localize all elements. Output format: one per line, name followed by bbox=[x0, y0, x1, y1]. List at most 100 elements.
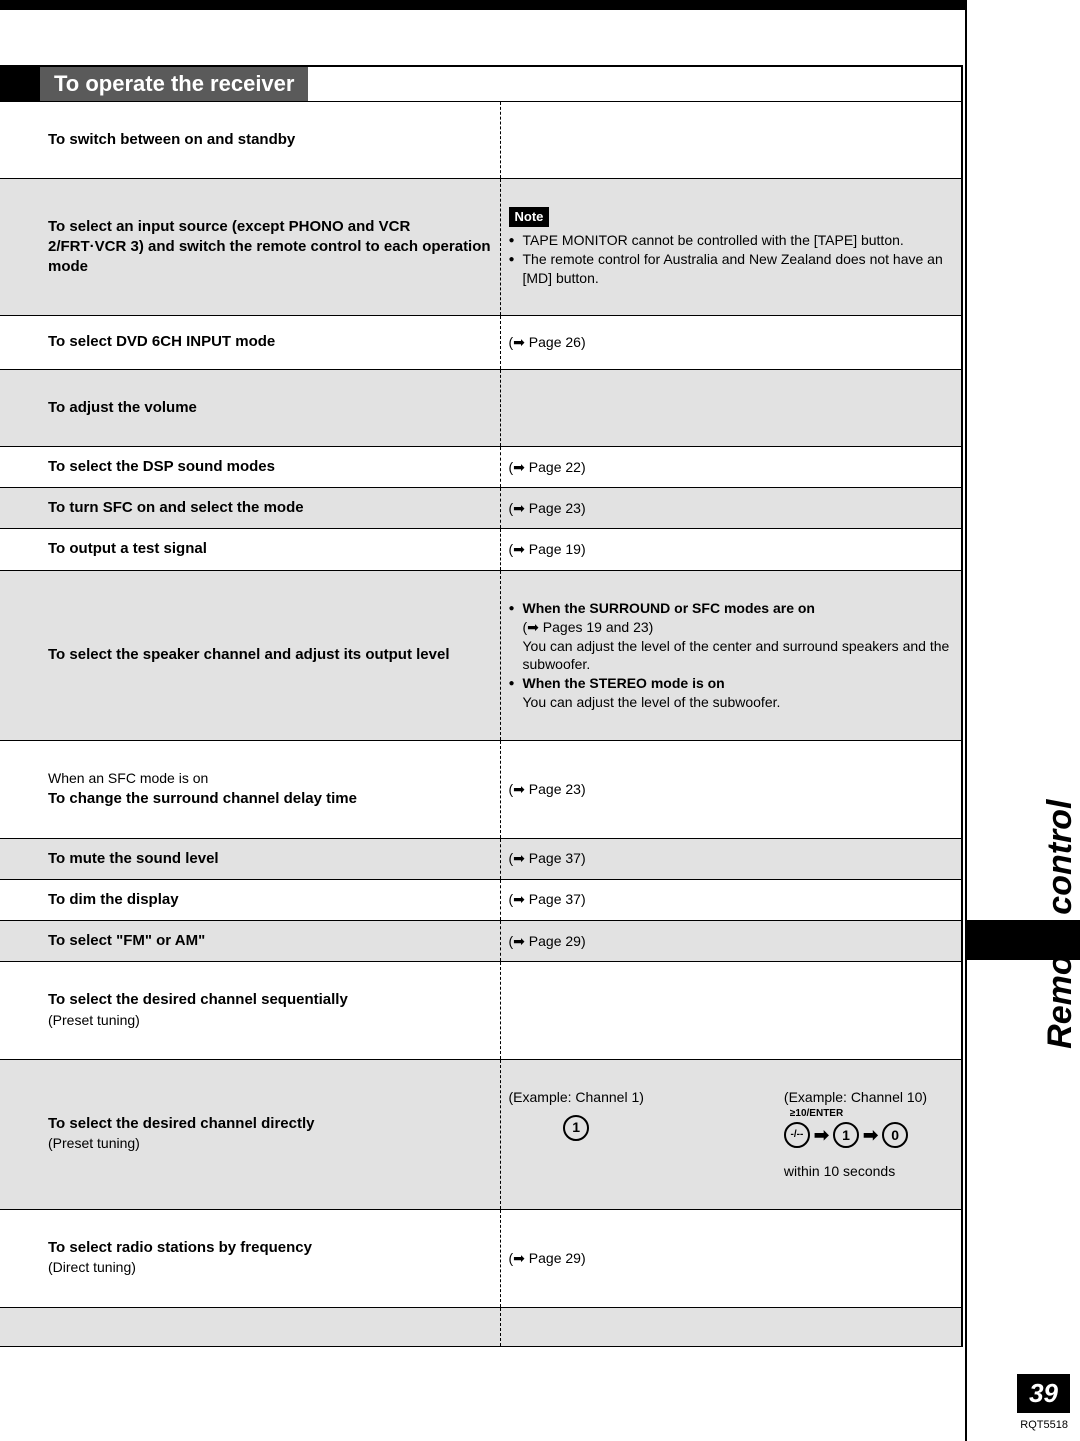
operation-cell: To select the speaker channel and adjust… bbox=[40, 570, 500, 740]
top-border bbox=[0, 0, 1080, 10]
description-cell bbox=[500, 369, 961, 446]
description-cell: (Example: Channel 1)1 (Example: Channel 1… bbox=[500, 1059, 961, 1209]
row-gutter bbox=[0, 488, 40, 529]
header-accent bbox=[0, 67, 40, 101]
operation-cell: To select the desired channel sequential… bbox=[40, 962, 500, 1060]
page: To operate the receiver To switch betwee… bbox=[0, 0, 1080, 1441]
table-row: When an SFC mode is onTo change the surr… bbox=[0, 741, 961, 839]
note-list: TAPE MONITOR cannot be controlled with t… bbox=[509, 231, 954, 288]
table-row: To dim the display (➡ Page 37) bbox=[0, 879, 961, 920]
row-gutter bbox=[0, 529, 40, 570]
row-gutter bbox=[0, 741, 40, 839]
description-cell: (➡ Page 37) bbox=[500, 879, 961, 920]
remote-key-icon: 0 bbox=[882, 1122, 908, 1148]
row-gutter bbox=[0, 179, 40, 316]
row-gutter bbox=[0, 1059, 40, 1209]
remote-key-icon: 1 bbox=[563, 1115, 589, 1141]
table-row: To select "FM" or AM" (➡ Page 29) bbox=[0, 921, 961, 962]
description-cell: (➡ Page 23) bbox=[500, 741, 961, 839]
note-item: The remote control for Australia and New… bbox=[509, 250, 954, 288]
description-cell: (➡ Page 37) bbox=[500, 838, 961, 879]
operation-cell: To select the desired channel directly(P… bbox=[40, 1059, 500, 1209]
table-row: To select an input source (except PHONO … bbox=[0, 179, 961, 316]
remote-key-icon: -/-- bbox=[784, 1122, 810, 1148]
table-row: To select the DSP sound modes (➡ Page 22) bbox=[0, 446, 961, 487]
description-cell: (➡ Page 26) bbox=[500, 316, 961, 369]
page-number: 39 bbox=[1017, 1374, 1070, 1413]
info-item: When the STEREO mode is onYou can adjust… bbox=[509, 674, 954, 712]
page-ref: (➡ Page 37) bbox=[509, 850, 586, 866]
description-cell: (➡ Page 23) bbox=[500, 488, 961, 529]
row-gutter bbox=[0, 921, 40, 962]
table-row: To select radio stations by frequency(Di… bbox=[0, 1210, 961, 1308]
row-gutter bbox=[0, 1307, 40, 1347]
info-list: When the SURROUND or SFC modes are on(➡ … bbox=[509, 599, 954, 712]
table-row: To adjust the volume bbox=[0, 369, 961, 446]
table-row: To select the desired channel sequential… bbox=[0, 962, 961, 1060]
table-row: To switch between on and standby bbox=[0, 102, 961, 179]
operation-cell: To dim the display bbox=[40, 879, 500, 920]
description-cell: (➡ Page 19) bbox=[500, 529, 961, 570]
arrow-icon: ➡ bbox=[814, 1125, 829, 1145]
arrow-icon: ➡ bbox=[863, 1125, 878, 1145]
header-bar: To operate the receiver bbox=[0, 67, 961, 101]
table-row: To mute the sound level (➡ Page 37) bbox=[0, 838, 961, 879]
description-cell: (➡ Page 29) bbox=[500, 1210, 961, 1308]
operation-cell: To select "FM" or AM" bbox=[40, 921, 500, 962]
row-gutter bbox=[0, 838, 40, 879]
row-gutter bbox=[0, 1210, 40, 1308]
description-cell bbox=[500, 102, 961, 179]
note-badge: Note bbox=[509, 207, 550, 227]
row-gutter bbox=[0, 369, 40, 446]
document-id: RQT5518 bbox=[1020, 1419, 1068, 1431]
remote-key-icon: 1 bbox=[833, 1122, 859, 1148]
page-ref: (➡ Page 23) bbox=[509, 500, 586, 516]
operations-table: To switch between on and standby To sele… bbox=[0, 101, 961, 1347]
row-gutter bbox=[0, 570, 40, 740]
description-cell bbox=[500, 1307, 961, 1347]
index-tab bbox=[965, 920, 1080, 960]
page-ref: (➡ Page 29) bbox=[509, 933, 586, 949]
operation-cell: To switch between on and standby bbox=[40, 102, 500, 179]
example-2: (Example: Channel 10)≥10/ENTER-/--➡1➡0wi… bbox=[784, 1088, 927, 1181]
description-cell: Note TAPE MONITOR cannot be controlled wi… bbox=[500, 179, 961, 316]
page-ref: (➡ Page 37) bbox=[509, 891, 586, 907]
description-cell: (➡ Page 29) bbox=[500, 921, 961, 962]
operation-cell: To select the DSP sound modes bbox=[40, 446, 500, 487]
operation-cell: To select DVD 6CH INPUT mode bbox=[40, 316, 500, 369]
row-gutter bbox=[0, 879, 40, 920]
operation-cell: To select radio stations by frequency(Di… bbox=[40, 1210, 500, 1308]
table-row: To select the desired channel directly(P… bbox=[0, 1059, 961, 1209]
channel-examples: (Example: Channel 1)1 (Example: Channel 1… bbox=[509, 1088, 954, 1181]
row-gutter bbox=[0, 962, 40, 1060]
operation-cell: To select an input source (except PHONO … bbox=[40, 179, 500, 316]
row-gutter bbox=[0, 102, 40, 179]
table-row: To output a test signal (➡ Page 19) bbox=[0, 529, 961, 570]
operation-cell: To turn SFC on and select the mode bbox=[40, 488, 500, 529]
table-row: To select the speaker channel and adjust… bbox=[0, 570, 961, 740]
operation-cell bbox=[40, 1307, 500, 1347]
operation-cell: When an SFC mode is onTo change the surr… bbox=[40, 741, 500, 839]
row-gutter bbox=[0, 316, 40, 369]
page-ref: (➡ Page 22) bbox=[509, 459, 586, 475]
table-row bbox=[0, 1307, 961, 1347]
page-ref: (➡ Page 26) bbox=[509, 334, 586, 350]
description-cell: When the SURROUND or SFC modes are on(➡ … bbox=[500, 570, 961, 740]
note-item: TAPE MONITOR cannot be controlled with t… bbox=[509, 231, 954, 250]
page-ref: (➡ Page 19) bbox=[509, 541, 586, 557]
example-1: (Example: Channel 1)1 bbox=[509, 1088, 644, 1181]
table-row: To turn SFC on and select the mode (➡ Pag… bbox=[0, 488, 961, 529]
page-ref: (➡ Page 29) bbox=[509, 1250, 586, 1266]
right-margin: Remote control 39 RQT5518 bbox=[965, 0, 1080, 1441]
page-ref: (➡ Page 23) bbox=[509, 781, 586, 797]
operation-cell: To mute the sound level bbox=[40, 838, 500, 879]
row-gutter bbox=[0, 446, 40, 487]
info-item: When the SURROUND or SFC modes are on(➡ … bbox=[509, 599, 954, 675]
section-title: To operate the receiver bbox=[40, 67, 308, 101]
operation-cell: To adjust the volume bbox=[40, 369, 500, 446]
table-row: To select DVD 6CH INPUT mode (➡ Page 26) bbox=[0, 316, 961, 369]
description-cell bbox=[500, 962, 961, 1060]
content-frame: To operate the receiver To switch betwee… bbox=[0, 65, 963, 1347]
operation-cell: To output a test signal bbox=[40, 529, 500, 570]
description-cell: (➡ Page 22) bbox=[500, 446, 961, 487]
